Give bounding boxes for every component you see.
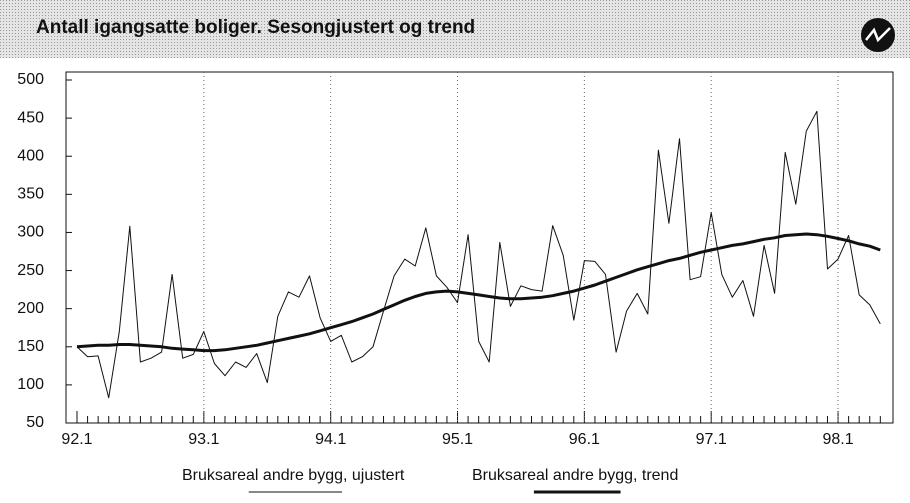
y-tick-label: 250: [17, 262, 44, 279]
x-tick-label: 95.1: [442, 431, 473, 448]
y-tick-label: 500: [17, 71, 44, 88]
x-tick-label: 93.1: [188, 431, 219, 448]
chart-title: Antall igangsatte boliger. Sesongjustert…: [36, 17, 475, 38]
x-tick-label: 94.1: [315, 431, 346, 448]
legend-label: Bruksareal andre bygg, trend: [472, 467, 678, 484]
logo: [861, 18, 895, 52]
y-tick-label: 150: [17, 338, 44, 355]
y-tick-label: 300: [17, 224, 44, 241]
plot-frame: [65, 71, 894, 424]
y-tick-label: 400: [17, 147, 44, 164]
legend-label: Bruksareal andre bygg, ujustert: [182, 467, 405, 484]
y-tick-label: 350: [17, 186, 44, 203]
y-tick-label: 50: [26, 414, 44, 431]
series-line: [76, 110, 881, 399]
y-tick-label: 100: [17, 376, 44, 393]
x-tick-label: 98.1: [822, 431, 853, 448]
x-tick-label: 96.1: [569, 431, 600, 448]
header-band: [0, 0, 910, 58]
x-tick-label: 92.1: [61, 431, 92, 448]
y-tick-label: 450: [17, 109, 44, 126]
y-tick-label: 200: [17, 300, 44, 317]
series-line: [76, 232, 881, 353]
x-tick-label: 97.1: [696, 431, 727, 448]
